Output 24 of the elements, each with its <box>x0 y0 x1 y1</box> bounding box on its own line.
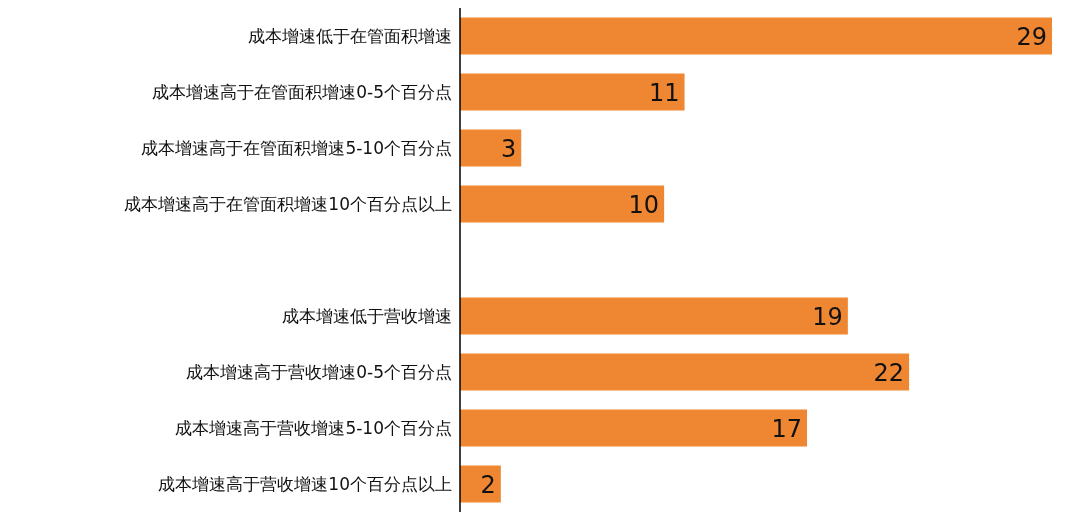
bar <box>460 129 522 167</box>
bar <box>460 297 848 335</box>
bar <box>460 73 685 111</box>
data-label: 29 <box>1016 22 1047 51</box>
data-label: 17 <box>771 414 803 443</box>
bar <box>460 409 808 447</box>
y-tick-label: 成本增速高于营收增速5-10个百分点 <box>175 418 452 439</box>
y-tick-label: 成本增速高于营收增速0-5个百分点 <box>186 362 452 383</box>
data-label: 10 <box>628 190 660 219</box>
y-tick-label: 成本增速高于在管面积增速10个百分点以上 <box>124 194 452 215</box>
data-label: 2 <box>480 470 496 499</box>
bar <box>460 465 501 503</box>
bar <box>460 17 1052 55</box>
bar <box>460 185 665 223</box>
data-label: 3 <box>500 134 517 163</box>
bar <box>460 353 910 391</box>
y-tick-label: 成本增速高于在管面积增速0-5个百分点 <box>152 82 452 103</box>
data-label: 11 <box>649 78 680 107</box>
y-tick-label: 成本增速低于在管面积增速 <box>248 26 452 47</box>
data-label: 19 <box>812 302 843 331</box>
y-tick-label: 成本增速低于营收增速 <box>282 306 452 327</box>
y-tick-label: 成本增速高于营收增速10个百分点以上 <box>158 474 452 495</box>
data-label: 22 <box>873 358 905 387</box>
y-tick-label: 成本增速高于在管面积增速5-10个百分点 <box>141 138 452 159</box>
